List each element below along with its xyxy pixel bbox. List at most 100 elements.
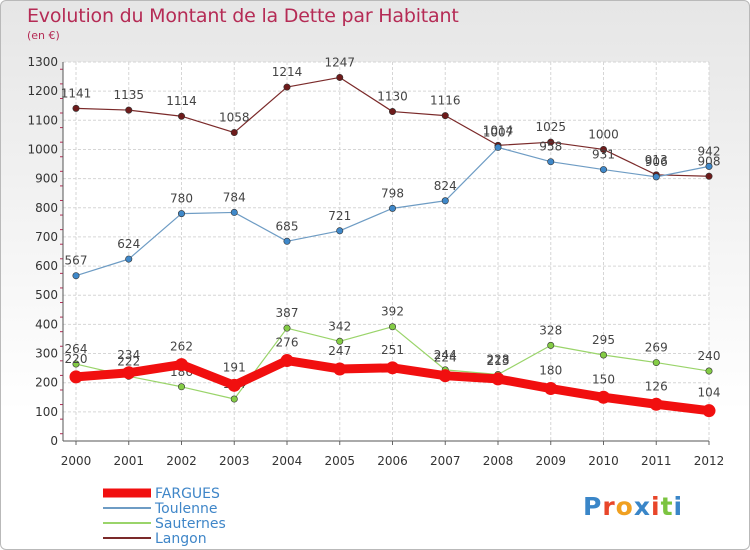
data-point	[230, 129, 238, 137]
data-point	[72, 360, 80, 368]
data-point	[230, 208, 238, 216]
data-label: 191	[223, 360, 246, 374]
data-label: 126	[645, 379, 668, 393]
x-tick-label: 2001	[113, 454, 144, 468]
proxiti-logo: Proxiti	[583, 492, 684, 521]
data-label: 295	[592, 333, 615, 347]
data-point	[178, 383, 186, 391]
data-point	[705, 172, 713, 180]
data-point	[544, 382, 558, 396]
y-tick-label: 100	[35, 405, 58, 419]
x-tick-label: 2000	[61, 454, 92, 468]
plot-area	[63, 62, 709, 441]
data-label: 276	[276, 336, 299, 350]
legend-label-toulenne: Toulenne	[154, 501, 217, 517]
legend-label-langon: Langon	[155, 531, 207, 547]
data-label: 958	[539, 140, 562, 154]
data-label: 913	[645, 153, 668, 167]
data-point	[72, 272, 80, 280]
data-label: 213	[487, 354, 510, 368]
data-point	[283, 324, 291, 332]
data-point	[336, 227, 344, 235]
x-tick-label: 2010	[588, 454, 619, 468]
data-label: 251	[381, 343, 404, 357]
data-label: 269	[645, 341, 668, 355]
data-label: 342	[328, 319, 351, 333]
data-label: 908	[698, 154, 721, 168]
data-label: 780	[170, 192, 193, 206]
y-tick-label: 1000	[27, 142, 58, 156]
y-tick-label: 200	[35, 376, 58, 390]
data-label: 150	[592, 372, 615, 386]
data-point	[652, 173, 660, 181]
data-label: 1116	[430, 94, 461, 108]
data-point	[388, 323, 396, 331]
data-label: 906	[645, 155, 668, 169]
data-label: 262	[170, 340, 193, 354]
data-point	[652, 359, 660, 367]
y-tick-label: 800	[35, 201, 58, 215]
data-label: 624	[117, 237, 140, 251]
data-label: 685	[276, 219, 299, 233]
data-point	[230, 395, 238, 403]
data-point	[175, 358, 188, 372]
y-tick-label: 1100	[27, 113, 58, 127]
data-point	[72, 104, 80, 112]
data-label: 1000	[588, 127, 619, 141]
y-tick-label: 1200	[27, 84, 58, 98]
data-point	[178, 112, 186, 120]
data-point	[491, 372, 505, 386]
data-point	[599, 166, 607, 174]
data-label: 1025	[535, 120, 566, 134]
data-point	[336, 337, 344, 345]
y-tick-label: 400	[35, 317, 58, 331]
data-label: 240	[698, 349, 721, 363]
x-tick-label: 2007	[430, 454, 461, 468]
data-label: 264	[65, 342, 88, 356]
data-point	[227, 378, 241, 392]
x-tick-label: 2005	[324, 454, 355, 468]
chart-subtitle: (en €)	[27, 29, 60, 42]
data-point	[599, 145, 607, 153]
data-point	[705, 162, 713, 170]
data-point	[283, 237, 291, 245]
data-point	[122, 366, 136, 380]
data-label: 567	[65, 254, 88, 268]
data-point	[649, 397, 663, 411]
data-label: 234	[117, 348, 140, 362]
data-label: 931	[592, 148, 615, 162]
data-point	[597, 390, 610, 404]
data-label: 228	[487, 353, 510, 367]
data-label: 784	[223, 190, 246, 204]
data-label: 1247	[324, 55, 355, 69]
data-point	[438, 369, 452, 383]
data-label: 222	[117, 354, 140, 368]
x-tick-label: 2011	[641, 454, 672, 468]
data-point	[494, 143, 502, 151]
data-label: 392	[381, 305, 404, 319]
data-label: 824	[434, 179, 457, 193]
data-point	[705, 367, 713, 375]
x-tick-label: 2009	[535, 454, 566, 468]
data-label: 387	[276, 306, 299, 320]
legend-label-fargues: FARGUES	[155, 486, 220, 502]
data-label: 1214	[272, 65, 303, 79]
data-label: 224	[434, 351, 457, 365]
y-tick-label: 600	[35, 259, 58, 273]
data-point	[280, 354, 294, 368]
x-tick-label: 2002	[166, 454, 197, 468]
x-tick-label: 2004	[272, 454, 303, 468]
data-label: 942	[698, 144, 721, 158]
x-tick-label: 2008	[483, 454, 514, 468]
data-point	[386, 361, 399, 375]
x-tick-label: 2006	[377, 454, 408, 468]
data-point	[333, 362, 347, 376]
data-point	[125, 255, 133, 263]
data-label: 328	[539, 323, 562, 337]
data-label: 1135	[113, 88, 144, 102]
data-point	[178, 210, 186, 218]
y-tick-label: 1300	[27, 55, 58, 69]
data-label: 1114	[166, 94, 197, 108]
